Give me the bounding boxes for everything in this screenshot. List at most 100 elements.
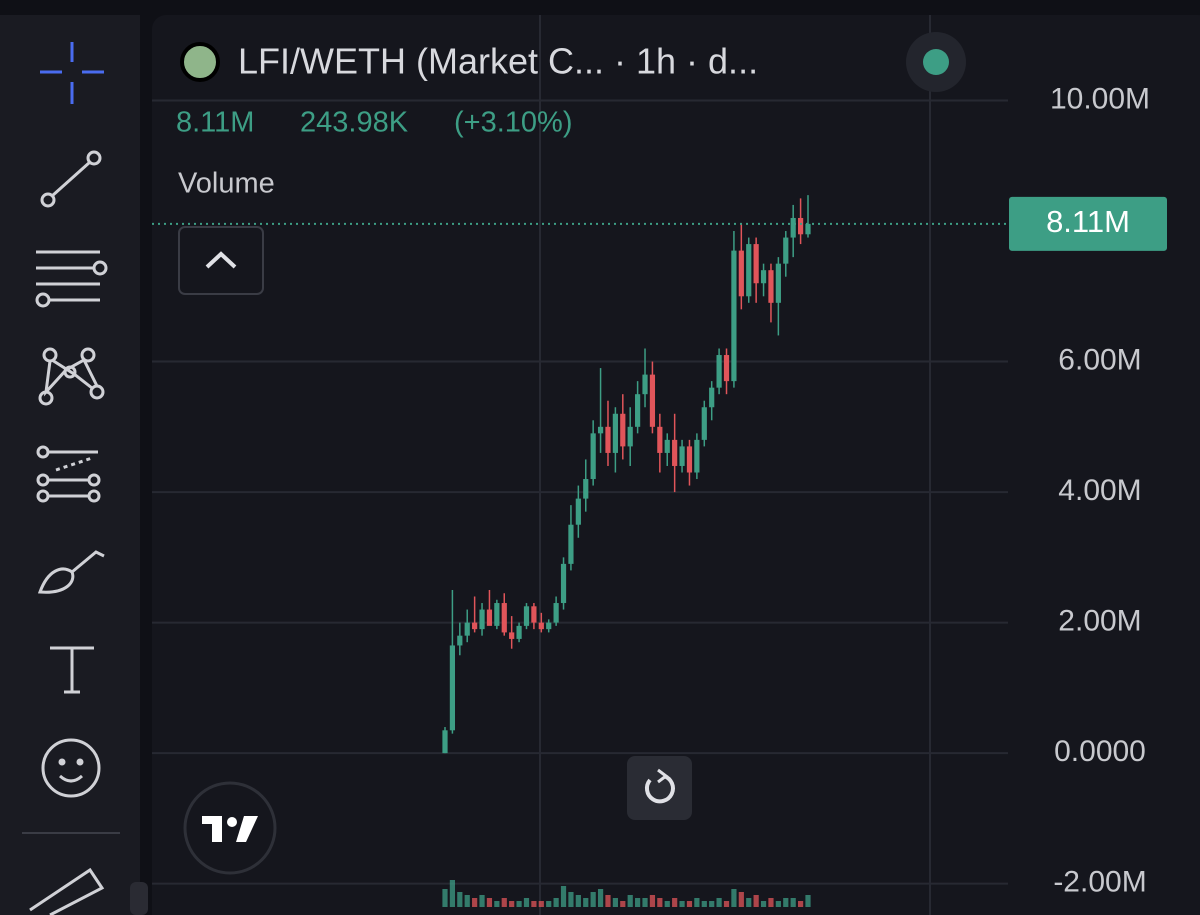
trendline-tool[interactable]	[40, 150, 102, 208]
collapse-button[interactable]	[178, 226, 264, 295]
crosshair-tool[interactable]	[40, 42, 104, 104]
volume-bar	[642, 898, 648, 907]
status-dot	[923, 49, 949, 75]
ruler-tool[interactable]	[29, 867, 105, 915]
plot: -2.00M 0.0000 2.00M 4.00M 6.00M 10.00M 8.11M	[152, 82, 1167, 907]
candle-body	[746, 244, 752, 297]
emoji-tool[interactable]	[41, 738, 101, 798]
legend-value: 8.11M	[176, 107, 254, 139]
candle-body	[731, 250, 737, 382]
token-icon	[180, 42, 220, 82]
candle-body	[768, 270, 774, 303]
candle-body	[612, 413, 618, 453]
projection-tool[interactable]	[36, 445, 101, 503]
volume-bar	[768, 898, 774, 907]
candle-body	[620, 413, 626, 447]
volume-bar	[553, 898, 559, 907]
candle-body	[664, 439, 670, 453]
volume-bar	[449, 880, 456, 907]
volume-bar	[753, 895, 759, 907]
volume-bar	[560, 886, 567, 907]
volume-bar	[790, 898, 796, 907]
volume-bar	[805, 895, 811, 907]
candle-body	[546, 622, 552, 630]
volume-bar	[457, 892, 463, 907]
volume-bar	[494, 901, 500, 907]
volume-bar	[738, 892, 744, 907]
volume-bar	[590, 892, 596, 907]
candle-body	[723, 355, 730, 382]
candle-body	[701, 407, 707, 440]
legend-value: (+3.10%)	[454, 107, 572, 139]
volume-bar	[783, 898, 789, 907]
volume-bar	[797, 901, 804, 907]
candle-body	[442, 730, 448, 754]
candle-body	[605, 426, 611, 453]
candle-body	[509, 632, 515, 639]
reset-button[interactable]	[627, 756, 692, 820]
volume-bar	[627, 895, 633, 907]
y-tick-label: -2.00M	[1053, 866, 1146, 899]
y-tick-label: 6.00M	[1058, 343, 1141, 376]
volume-bar	[760, 901, 767, 907]
candle-body	[472, 622, 478, 630]
volume-bar	[701, 901, 707, 907]
volume-bar	[620, 901, 626, 907]
candle-body	[494, 603, 500, 626]
volume-bar	[597, 889, 604, 907]
candle-body	[694, 439, 700, 473]
candle-body	[709, 387, 715, 408]
lines-tool[interactable]	[35, 250, 108, 308]
volume-bar	[464, 895, 470, 907]
candle-body	[486, 609, 493, 626]
candle-body	[649, 374, 656, 427]
brush-tool[interactable]	[37, 550, 105, 594]
candle-body	[635, 394, 641, 427]
candle-body	[516, 625, 522, 639]
pattern-tool[interactable]	[38, 347, 105, 406]
candle-body	[790, 217, 796, 238]
volume-bar	[649, 895, 656, 907]
volume-label: Volume	[178, 168, 275, 200]
volume-bar	[479, 895, 485, 907]
volume-bar	[694, 898, 700, 907]
candle-body	[797, 217, 804, 235]
last-price-label: 8.11M	[1046, 204, 1130, 239]
candle-body	[590, 433, 596, 480]
volume-bar	[716, 898, 722, 907]
volume-bar	[672, 898, 678, 907]
volume-bar	[575, 895, 581, 907]
toolbar	[0, 15, 140, 915]
candle-body	[805, 223, 811, 235]
candle-body	[538, 622, 544, 630]
y-tick-label: 0.0000	[1054, 735, 1146, 768]
last-price-badge	[1009, 196, 1167, 251]
volume-bar	[546, 901, 552, 907]
legend-value: 243.98K	[300, 107, 409, 139]
candle-body	[449, 645, 456, 731]
volume-bar	[635, 898, 641, 907]
volume-bar	[709, 901, 715, 907]
volume-bar	[531, 901, 537, 907]
volume-bar	[746, 898, 752, 907]
candle-body	[531, 606, 537, 623]
volume-bar	[612, 898, 618, 907]
candle-body	[457, 635, 463, 646]
candle-body	[464, 622, 470, 636]
tradingview-logo[interactable]	[183, 781, 277, 875]
scroll-handle	[130, 882, 148, 915]
candle-body	[753, 244, 759, 284]
candle-body	[560, 563, 567, 604]
candle-body	[553, 603, 559, 623]
volume-bar	[605, 895, 611, 907]
text-tool[interactable]	[50, 646, 94, 694]
candle-body	[679, 446, 685, 466]
volume-bar	[486, 898, 493, 907]
candle-body	[523, 606, 530, 626]
volume-bar	[679, 901, 685, 907]
volume-bar	[523, 898, 530, 907]
candle-body	[575, 498, 581, 525]
candle-body	[583, 479, 589, 499]
